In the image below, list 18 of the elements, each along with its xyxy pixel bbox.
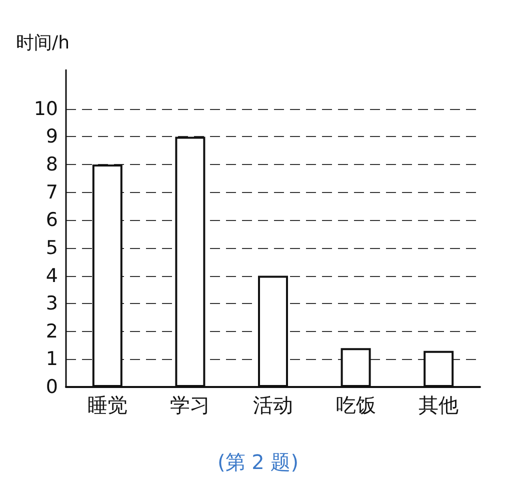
x-tick-label: 睡觉 — [87, 393, 128, 417]
y-tick-label: 8 — [46, 154, 58, 176]
y-tick-label: 3 — [46, 292, 58, 315]
y-axis-title: 时间/h — [16, 32, 70, 54]
y-tick-label: 0 — [46, 376, 58, 398]
y-tick-label: 1 — [46, 348, 58, 370]
y-tick-label: 7 — [46, 181, 58, 204]
x-tick-label: 吃饭 — [336, 393, 376, 417]
text: (第 2 题) — [217, 450, 299, 474]
y-tick-label: 2 — [46, 320, 58, 342]
y-tick-label: 5 — [46, 236, 58, 259]
y-tick-label: 9 — [46, 126, 58, 148]
x-tick-label: 其他 — [418, 393, 459, 417]
y-tick-label: 4 — [46, 264, 58, 287]
y-tick-label: 10 — [34, 98, 58, 120]
y-tick-label: 6 — [46, 209, 58, 232]
x-tick-label: 活动 — [253, 393, 293, 417]
x-tick-label: 学习 — [170, 393, 210, 417]
